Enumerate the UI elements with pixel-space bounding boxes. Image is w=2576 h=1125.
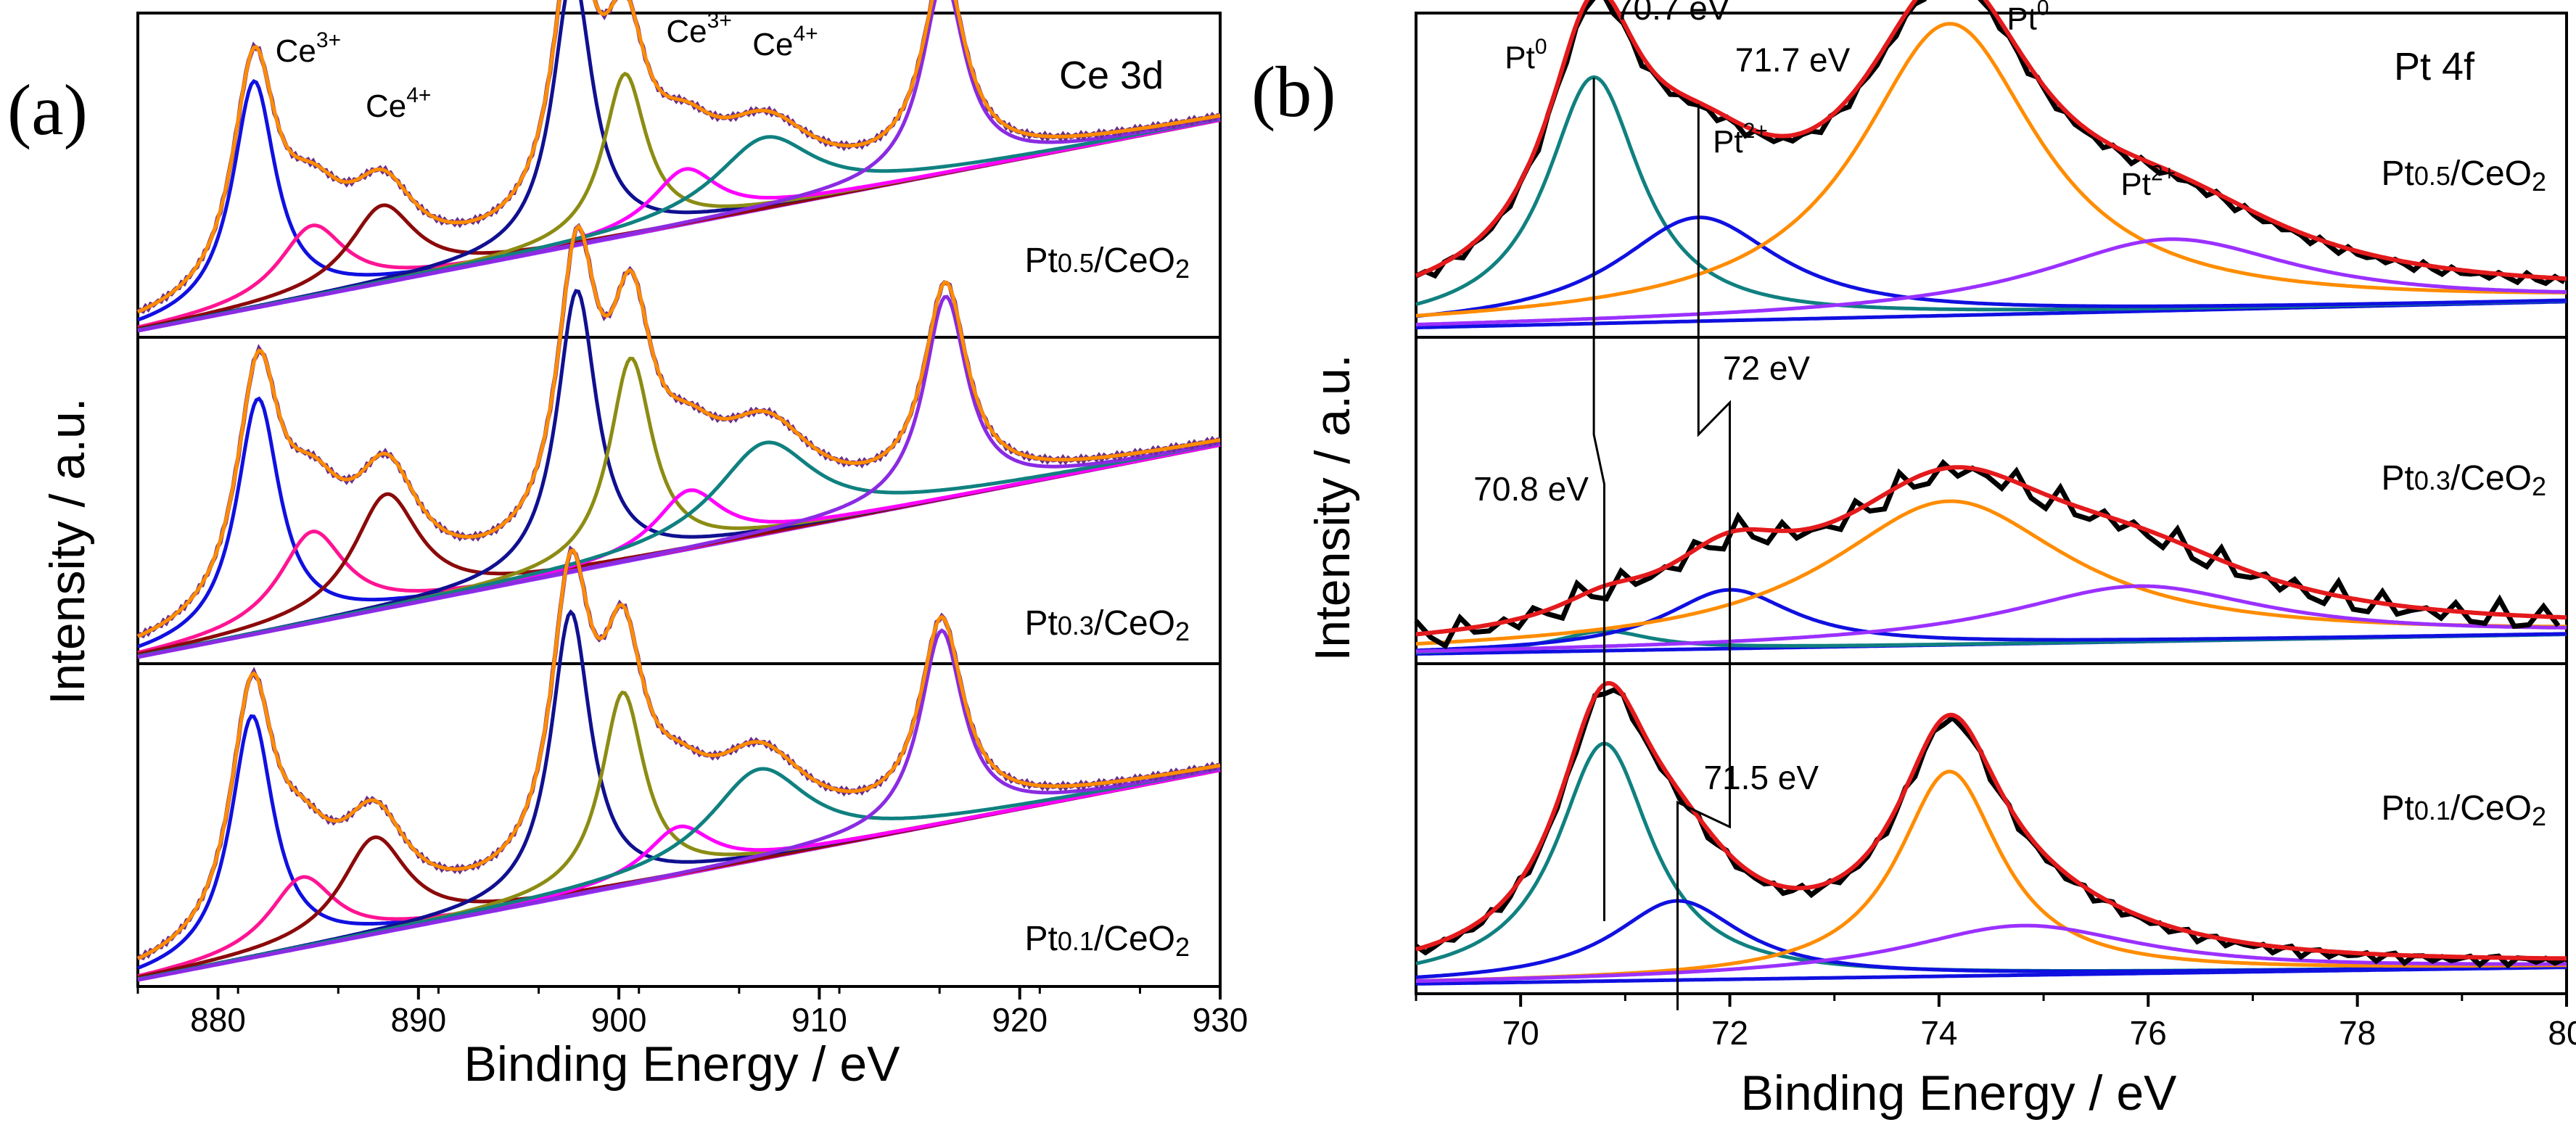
raw-data-line [1415,0,2566,287]
subplot-b-1: Pt0.3/CeO2 [1414,336,2568,665]
peak-component-7 [137,294,1221,659]
peak-component-7 [137,0,1221,333]
x-tick-label: 78 [2339,1014,2376,1052]
peak-label: Pt0 [1505,35,1547,75]
panel-b-xlabel: Binding Energy / eV [1740,1066,2177,1121]
x-tick-label: 920 [992,1001,1048,1039]
peak-component-1 [1415,588,2567,653]
panel-b-ylabel: Intensity / a.u. [1305,354,1360,661]
energy-annotation: 71.7 eV [1735,41,1851,78]
energy-annotation: 70.7 eV [1615,0,1730,27]
x-tick-label: 74 [1920,1014,1957,1052]
subplot-frame [136,662,1222,988]
x-tick-label: 72 [1711,1014,1748,1052]
peak-component-3 [1416,584,2567,654]
sample-label: Pt0.5/CeO2 [1025,242,1190,284]
panel-a-label: (a) [7,70,88,150]
fit-envelope-line [136,223,1221,638]
peak-label: Ce3+ [666,9,731,49]
panel-b-title: Pt 4f [2394,45,2475,88]
panel-a-xlabel: Binding Energy / eV [464,1037,900,1092]
raw-data-line [1414,458,2561,650]
peak-label: Ce3+ [276,28,341,69]
subplot-b-2: Pt0.1/CeO2 [1414,662,2568,995]
x-tick-label: 930 [1193,1001,1248,1039]
sample-label: Pt0.3/CeO2 [1025,604,1190,646]
peak-label: Pt0 [2007,0,2049,36]
peak-label: Ce4+ [366,83,431,124]
panel-a-ylabel: Intensity / a.u. [40,397,95,704]
subplot-a-1: Pt0.3/CeO2 [136,223,1222,665]
panel-b-plot: Pt0.5/CeO2 Pt0 Pt2+ Pt0 Pt2+ Pt0.3/CeO2 Pt0.1/… [1414,0,2576,1052]
peak-component-1 [1415,899,2567,979]
panel-a-title: Ce 3d [1059,54,1164,97]
panel-b-label: (b) [1251,51,1336,132]
x-tick-label: 70 [1502,1014,1539,1052]
energy-annotation: 70.8 eV [1473,470,1589,508]
fit-envelope-line [1415,0,2567,281]
peak-component-2 [1415,22,2567,318]
subplot-b-0: Pt0.5/CeO2 Pt0 Pt2+ Pt0 Pt2+ [1415,0,2568,339]
x-tick-label: 76 [2130,1014,2167,1052]
x-tick-label: 890 [390,1001,446,1039]
peak-component-0 [1415,629,2567,654]
peak-component-0 [1415,75,2567,312]
peak-label: Pt2+ [1713,119,1768,160]
subplot-frame [1415,662,2568,995]
guide-line [1592,78,1605,921]
sample-label: Pt0.5/CeO2 [2382,154,2546,197]
x-tick-label: 880 [190,1001,246,1039]
guide-line [1676,104,1731,1010]
fit-envelope-line [1415,465,2567,637]
subplot-a-2: Pt0.1/CeO2 [136,545,1222,988]
peak-component-3 [1415,237,2567,326]
peak-component-1 [1415,215,2567,318]
sample-label: Pt0.1/CeO2 [1025,920,1190,962]
subplot-a-0: Pt0.5/CeO2Ce4+Ce3+Ce4+Ce4+Ce4+Ce3+Ce4+Ce… [136,0,1222,339]
peak-component-7 [137,628,1221,982]
peak-label: Pt2+ [2120,161,2176,202]
sample-label: Pt0.3/CeO2 [2382,459,2546,501]
fit-envelope-line [1415,680,2567,961]
raw-data-line [1414,687,2566,969]
panel-a-plot: Pt0.5/CeO2Ce4+Ce3+Ce4+Ce4+Ce4+Ce3+Ce4+Ce… [136,0,1248,1039]
x-tick-label: 80 [2548,1014,2576,1052]
raw-data-line [136,223,1221,639]
sample-label: Pt0.1/CeO2 [2382,789,2546,831]
energy-annotation: 72 eV [1723,350,1811,387]
peak-label: Ce4+ [752,22,818,62]
fit-envelope-line [136,0,1221,314]
x-tick-label: 900 [591,1001,647,1039]
x-tick-label: 910 [791,1001,847,1039]
fit-envelope-line [136,548,1221,960]
energy-annotation: 71.5 eV [1704,759,1819,796]
